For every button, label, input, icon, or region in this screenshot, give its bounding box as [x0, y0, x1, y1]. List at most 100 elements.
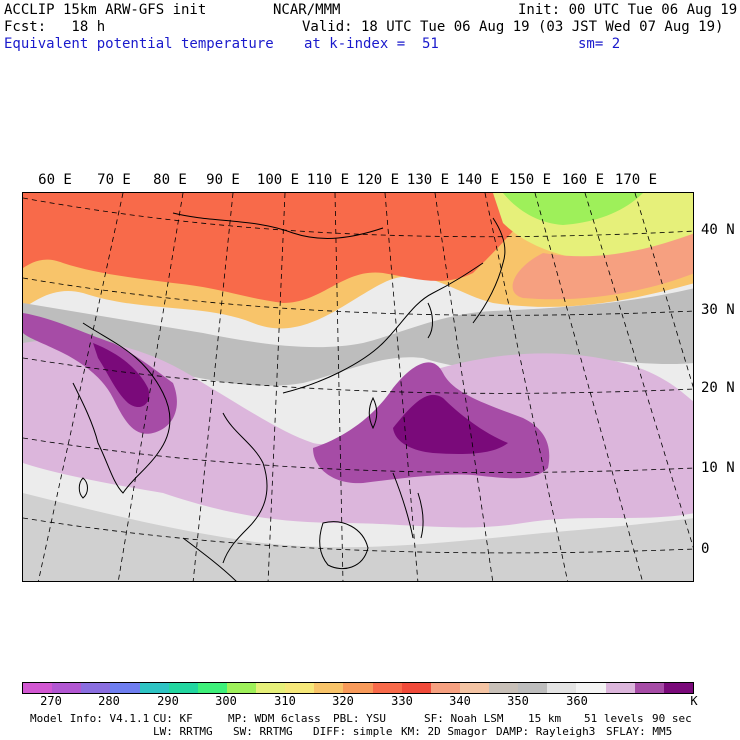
- lon-label-60e: 60 E: [38, 172, 72, 188]
- meridian-120e: [384, 193, 419, 581]
- japan-coastline: [472, 217, 506, 324]
- colorbar-swatch-19: [576, 683, 606, 693]
- footer-levels: 51 levels: [584, 712, 644, 725]
- colorbar-tick-320: 320: [332, 694, 354, 708]
- meridian-100e: [267, 193, 286, 581]
- theta-e-map: [23, 193, 693, 581]
- meridian-80e: [117, 193, 184, 581]
- lon-label-160e: 160 E: [561, 172, 605, 188]
- level-label: at k-index = 51: [304, 36, 439, 52]
- colorbar-tick-290: 290: [157, 694, 179, 708]
- footer-sflay: SFLAY: MM5: [606, 725, 673, 738]
- colorbar-tick-280: 280: [98, 694, 120, 708]
- colorbar-tick-310: 310: [274, 694, 296, 708]
- colorbar-swatch-17: [518, 683, 548, 693]
- colorbar-tick-360: 360: [566, 694, 588, 708]
- colorbar: [22, 682, 694, 694]
- lon-label-120e: 120 E: [356, 172, 400, 188]
- footer-diff: DIFF: simple: [313, 725, 393, 738]
- coastlines: [72, 212, 506, 581]
- colorbar-swatch-9: [285, 683, 315, 693]
- colorbar-tick-300: 300: [215, 694, 237, 708]
- india-monsoon-core: [93, 343, 150, 408]
- meridian-150e: [534, 193, 643, 581]
- parallel-30n: [23, 277, 693, 316]
- footer-lw: LW: RRTMG: [153, 725, 213, 738]
- lon-label-170e: 170 E: [614, 172, 658, 188]
- india-coastline: [72, 322, 171, 494]
- parallel-10n: [23, 437, 693, 473]
- footer-model-info: Model Info: V4.1.1: [30, 712, 150, 725]
- colorbar-swatch-10: [314, 683, 344, 693]
- korea-coastline: [427, 302, 433, 339]
- meridian-170e: [634, 193, 693, 388]
- colorbar-swatch-15: [459, 683, 489, 693]
- footer-pbl: PBL: YSU: [333, 712, 386, 725]
- footer-cu: CU: KF: [153, 712, 193, 725]
- lon-label-90e: 90 E: [206, 172, 240, 188]
- parallel-20n: [23, 357, 693, 394]
- meridian-130e: [434, 193, 494, 581]
- colorbar-swatch-16: [489, 683, 519, 693]
- lon-label-140e: 140 E: [456, 172, 500, 188]
- lat-label-10n: 10 N: [701, 460, 735, 476]
- north-pacific-green-region: [503, 193, 643, 225]
- meridian-70e: [38, 193, 124, 581]
- colorbar-swatch-18: [547, 683, 577, 693]
- footer-damp: DAMP: Rayleigh3: [496, 725, 596, 738]
- lon-label-150e: 150 E: [508, 172, 552, 188]
- footer-mp: MP: WDM 6class: [228, 712, 321, 725]
- colorbar-tick-270: 270: [40, 694, 62, 708]
- lat-label-40n: 40 N: [701, 222, 735, 238]
- colorbar-swatch-7: [226, 683, 256, 693]
- field-name: Equivalent potential temperature: [4, 36, 274, 52]
- colorbar-swatch-6: [197, 683, 227, 693]
- indochina-coastline: [222, 412, 268, 564]
- lon-label-130e: 130 E: [406, 172, 450, 188]
- footer-sf: SF: Noah LSM: [424, 712, 504, 725]
- forecast-hour: Fcst: 18 h: [4, 19, 106, 35]
- colorbar-swatch-0: [23, 683, 53, 693]
- colorbar-swatch-5: [168, 683, 198, 693]
- colorbar-swatch-8: [256, 683, 286, 693]
- mongolia-border: [172, 212, 384, 239]
- colorbar-swatch-3: [110, 683, 140, 693]
- parallel-0: [23, 517, 693, 554]
- philippines-coastline: [392, 472, 424, 539]
- lon-label-100e: 100 E: [256, 172, 300, 188]
- meridian-140e: [484, 193, 568, 581]
- lat-label-20n: 20 N: [701, 380, 735, 396]
- sri-lanka-coastline: [78, 477, 88, 499]
- colorbar-tick-350: 350: [507, 694, 529, 708]
- colorbar-swatch-21: [634, 683, 664, 693]
- colorbar-tick-330: 330: [391, 694, 413, 708]
- footer-sw: SW: RRTMG: [233, 725, 293, 738]
- lat-label-30n: 30 N: [701, 302, 735, 318]
- colorbar-swatch-11: [343, 683, 373, 693]
- colorbar-swatch-12: [372, 683, 402, 693]
- peach-band: [512, 233, 693, 300]
- graticule: [23, 193, 693, 581]
- sumatra-coastline: [182, 537, 237, 581]
- footer-timestep: 90 sec: [652, 712, 692, 725]
- valid-time: Valid: 18 UTC Tue 06 Aug 19 (03 JST Wed …: [302, 19, 724, 35]
- taiwan-coastline: [368, 396, 378, 430]
- footer-resolution: 15 km: [528, 712, 562, 725]
- wpac-purple-core: [393, 394, 508, 454]
- meridian-90e: [192, 193, 234, 581]
- meridian-110e: [334, 193, 344, 581]
- model-title: ACCLIP 15km ARW-GFS init: [4, 2, 207, 18]
- borneo-coastline: [319, 521, 369, 570]
- colorbar-swatch-14: [430, 683, 460, 693]
- colorbar-swatch-4: [139, 683, 169, 693]
- colorbar-unit: K: [690, 694, 698, 708]
- map-panel: [22, 192, 694, 582]
- institution-label: NCAR/MMM: [273, 2, 341, 18]
- colorbar-tick-340: 340: [449, 694, 471, 708]
- southern-grey-region: [23, 493, 693, 581]
- colorbar-swatch-1: [52, 683, 82, 693]
- footer-km: KM: 2D Smagor: [401, 725, 488, 738]
- smoothing-label: sm= 2: [578, 36, 621, 52]
- init-time: Init: 00 UTC Tue 06 Aug 19: [518, 2, 738, 18]
- parallel-40n: [23, 197, 693, 238]
